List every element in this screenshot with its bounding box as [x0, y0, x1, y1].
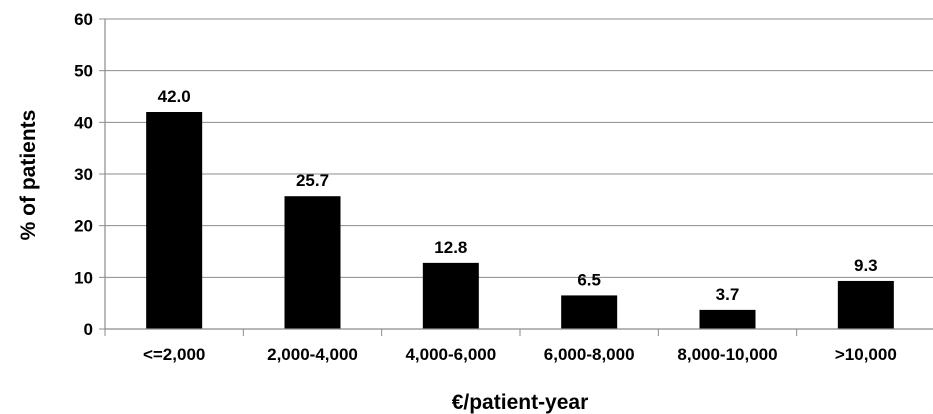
- bar-value-label: 9.3: [854, 256, 878, 275]
- y-tick-label: 0: [84, 320, 93, 339]
- data-labels: 42.0 25.7 12.8 6.5 3.7 9.3: [158, 87, 878, 304]
- bar: [561, 295, 618, 329]
- bar-value-label: 3.7: [716, 285, 740, 304]
- bar-value-label: 12.8: [434, 238, 467, 257]
- bar: [699, 309, 756, 329]
- bar: [422, 262, 479, 329]
- axes: [99, 18, 933, 336]
- x-tick-labels: <=2,000 2,000-4,000 4,000-6,000 6,000-8,000…: [143, 345, 897, 364]
- x-tick-label: >10,000: [835, 345, 897, 364]
- bar-value-label: 42.0: [158, 87, 191, 106]
- bar-value-label: 6.5: [577, 270, 601, 289]
- bar: [146, 112, 203, 329]
- y-tick-label: 20: [74, 217, 93, 236]
- bar: [284, 196, 341, 329]
- x-tick-label: 6,000-8,000: [544, 345, 635, 364]
- gridlines: [105, 18, 933, 278]
- x-tick-label: 4,000-6,000: [405, 345, 496, 364]
- y-tick-label: 60: [74, 10, 93, 29]
- y-tick-label: 30: [74, 165, 93, 184]
- y-axis-title: % of patients: [17, 110, 40, 241]
- x-tick-label: <=2,000: [143, 345, 205, 364]
- x-tick-label: 8,000-10,000: [677, 345, 777, 364]
- x-axis-title: €/patient-year: [452, 391, 589, 414]
- bars: [146, 112, 894, 329]
- y-tick-labels: 0 10 20 30 40 50 60: [74, 10, 93, 339]
- y-tick-label: 10: [74, 268, 93, 287]
- y-tick-label: 40: [74, 113, 93, 132]
- bar: [837, 280, 894, 329]
- bar-value-label: 25.7: [296, 171, 329, 190]
- x-tick-label: 2,000-4,000: [267, 345, 358, 364]
- y-tick-label: 50: [74, 62, 93, 81]
